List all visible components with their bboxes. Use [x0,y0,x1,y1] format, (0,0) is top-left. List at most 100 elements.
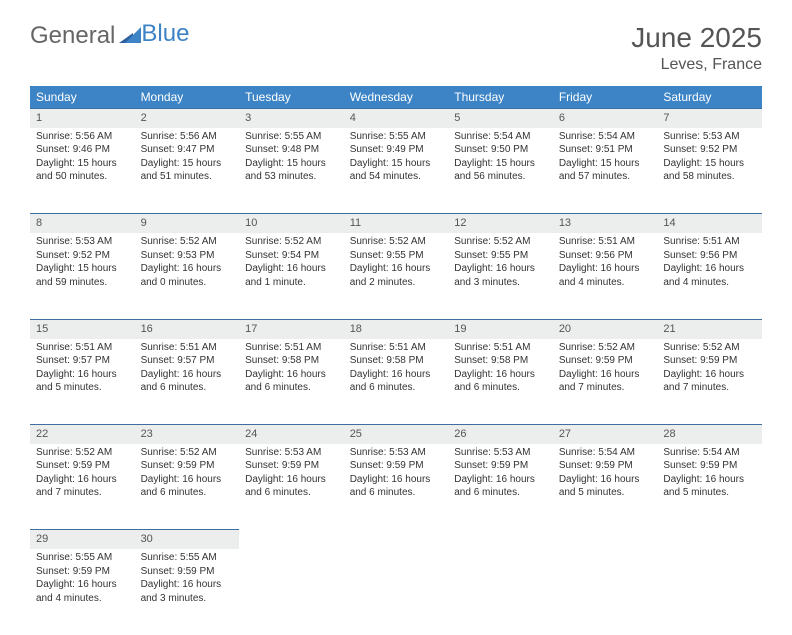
sunrise-line: Sunrise: 5:55 AM [350,130,443,144]
daylight-line: Daylight: 16 hours [245,473,338,487]
logo: General Blue [30,22,189,50]
day-cell: Sunrise: 5:52 AMSunset: 9:55 PMDaylight:… [344,233,449,319]
daylight-line: and 3 minutes. [454,276,547,290]
daylight-line: Daylight: 16 hours [350,473,443,487]
day-cell: Sunrise: 5:53 AMSunset: 9:52 PMDaylight:… [657,128,762,214]
sunset-line: Sunset: 9:51 PM [559,143,652,157]
daylight-line: and 58 minutes. [663,170,756,184]
weekday-header: Wednesday [344,86,449,109]
daylight-line: Daylight: 15 hours [36,262,129,276]
sunrise-line: Sunrise: 5:54 AM [559,130,652,144]
daylight-line: Daylight: 16 hours [36,368,129,382]
sunset-line: Sunset: 9:58 PM [454,354,547,368]
sunset-line: Sunset: 9:59 PM [141,459,234,473]
day-number-row: 1234567 [30,109,762,128]
daylight-line: Daylight: 16 hours [559,473,652,487]
day-number-row: 2930 [30,530,762,549]
sunrise-line: Sunrise: 5:51 AM [559,235,652,249]
daylight-line: Daylight: 16 hours [36,473,129,487]
daylight-line: and 5 minutes. [663,486,756,500]
day-cell: Sunrise: 5:52 AMSunset: 9:59 PMDaylight:… [553,339,658,425]
sunrise-line: Sunrise: 5:53 AM [663,130,756,144]
day-cell: Sunrise: 5:53 AMSunset: 9:59 PMDaylight:… [344,444,449,530]
empty-cell [657,549,762,635]
day-number: 30 [135,530,240,549]
logo-text-1: General [30,22,115,50]
sunrise-line: Sunrise: 5:53 AM [245,446,338,460]
daylight-line: Daylight: 16 hours [663,368,756,382]
daylight-line: Daylight: 16 hours [141,262,234,276]
day-number-row: 22232425262728 [30,425,762,444]
daylight-line: Daylight: 15 hours [245,157,338,171]
sunset-line: Sunset: 9:50 PM [454,143,547,157]
day-number: 26 [448,425,553,444]
sunset-line: Sunset: 9:59 PM [663,354,756,368]
sunrise-line: Sunrise: 5:55 AM [245,130,338,144]
day-number: 20 [553,319,658,338]
day-number: 5 [448,109,553,128]
sunset-line: Sunset: 9:59 PM [559,459,652,473]
day-content-row: Sunrise: 5:51 AMSunset: 9:57 PMDaylight:… [30,339,762,425]
daylight-line: and 50 minutes. [36,170,129,184]
daylight-line: and 54 minutes. [350,170,443,184]
day-cell: Sunrise: 5:55 AMSunset: 9:49 PMDaylight:… [344,128,449,214]
daylight-line: and 4 minutes. [36,592,129,606]
day-cell: Sunrise: 5:56 AMSunset: 9:46 PMDaylight:… [30,128,135,214]
sunset-line: Sunset: 9:59 PM [350,459,443,473]
daylight-line: and 51 minutes. [141,170,234,184]
day-number: 13 [553,214,658,233]
weekday-header: Thursday [448,86,553,109]
sunset-line: Sunset: 9:55 PM [454,249,547,263]
day-cell: Sunrise: 5:51 AMSunset: 9:57 PMDaylight:… [135,339,240,425]
day-cell: Sunrise: 5:51 AMSunset: 9:58 PMDaylight:… [344,339,449,425]
daylight-line: Daylight: 16 hours [454,473,547,487]
day-number: 23 [135,425,240,444]
day-cell: Sunrise: 5:56 AMSunset: 9:47 PMDaylight:… [135,128,240,214]
sunrise-line: Sunrise: 5:56 AM [36,130,129,144]
empty-cell [657,530,762,549]
day-cell: Sunrise: 5:52 AMSunset: 9:55 PMDaylight:… [448,233,553,319]
day-cell: Sunrise: 5:55 AMSunset: 9:59 PMDaylight:… [135,549,240,635]
daylight-line: Daylight: 16 hours [663,262,756,276]
day-content-row: Sunrise: 5:56 AMSunset: 9:46 PMDaylight:… [30,128,762,214]
daylight-line: and 5 minutes. [559,486,652,500]
daylight-line: Daylight: 15 hours [454,157,547,171]
day-cell: Sunrise: 5:51 AMSunset: 9:58 PMDaylight:… [448,339,553,425]
daylight-line: Daylight: 16 hours [245,368,338,382]
day-cell: Sunrise: 5:52 AMSunset: 9:59 PMDaylight:… [657,339,762,425]
day-number-row: 891011121314 [30,214,762,233]
sunrise-line: Sunrise: 5:52 AM [245,235,338,249]
sunrise-line: Sunrise: 5:56 AM [141,130,234,144]
day-cell: Sunrise: 5:53 AMSunset: 9:52 PMDaylight:… [30,233,135,319]
day-number: 22 [30,425,135,444]
daylight-line: and 4 minutes. [559,276,652,290]
day-number: 18 [344,319,449,338]
sunrise-line: Sunrise: 5:52 AM [663,341,756,355]
day-number: 21 [657,319,762,338]
daylight-line: Daylight: 16 hours [141,578,234,592]
sunrise-line: Sunrise: 5:53 AM [454,446,547,460]
day-number: 29 [30,530,135,549]
sunrise-line: Sunrise: 5:51 AM [245,341,338,355]
sunrise-line: Sunrise: 5:52 AM [454,235,547,249]
weekday-header: Sunday [30,86,135,109]
sunset-line: Sunset: 9:59 PM [141,565,234,579]
logo-icon [119,22,141,50]
day-number: 28 [657,425,762,444]
sunrise-line: Sunrise: 5:55 AM [36,551,129,565]
sunrise-line: Sunrise: 5:51 AM [454,341,547,355]
daylight-line: Daylight: 15 hours [350,157,443,171]
day-number: 19 [448,319,553,338]
daylight-line: and 6 minutes. [350,381,443,395]
sunset-line: Sunset: 9:52 PM [36,249,129,263]
day-cell: Sunrise: 5:51 AMSunset: 9:58 PMDaylight:… [239,339,344,425]
sunset-line: Sunset: 9:58 PM [245,354,338,368]
empty-cell [239,549,344,635]
day-cell: Sunrise: 5:55 AMSunset: 9:48 PMDaylight:… [239,128,344,214]
sunrise-line: Sunrise: 5:51 AM [663,235,756,249]
day-number: 16 [135,319,240,338]
daylight-line: and 7 minutes. [36,486,129,500]
sunrise-line: Sunrise: 5:52 AM [141,235,234,249]
day-cell: Sunrise: 5:52 AMSunset: 9:59 PMDaylight:… [135,444,240,530]
daylight-line: Daylight: 16 hours [350,368,443,382]
